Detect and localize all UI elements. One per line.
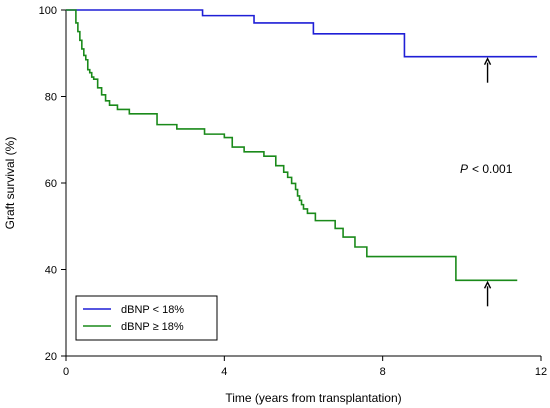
- y-tick-label: 100: [39, 5, 57, 17]
- legend-box: [75, 295, 218, 341]
- series-layer: [66, 9, 538, 282]
- series-line-1: [66, 9, 518, 282]
- legend: dBNP < 18% dBNP ≥ 18%: [75, 295, 218, 341]
- axes: 0 4 8 12 20 40 60 80 100: [39, 5, 547, 378]
- censor-arrow-head: [483, 280, 492, 289]
- y-ticks: 20 40 60 80 100: [39, 5, 66, 363]
- y-tick-label: 20: [45, 351, 57, 363]
- x-axis-label: Time (years from transplantation): [225, 391, 401, 405]
- y-tick-label: 60: [45, 178, 57, 190]
- x-ticks: 0 4 8 12: [63, 356, 547, 378]
- censor-arrow-head: [483, 57, 492, 66]
- y-tick-label: 40: [45, 265, 57, 277]
- x-tick-label: 12: [535, 366, 547, 378]
- legend-label-dbnp-high: dBNP ≥ 18%: [121, 321, 184, 333]
- y-tick-label: 80: [45, 92, 57, 104]
- y-axis-label: Graft survival (%): [3, 137, 17, 230]
- x-tick-label: 4: [221, 366, 227, 378]
- x-tick-label: 8: [380, 366, 386, 378]
- legend-label-dbnp-low: dBNP < 18%: [121, 304, 184, 316]
- x-tick-label: 0: [63, 366, 69, 378]
- series-line-0: [66, 9, 538, 58]
- p-value-annotation: P < 0.001: [460, 162, 513, 176]
- arrow-layer: [483, 57, 492, 307]
- p-value-symbol: P: [460, 162, 468, 176]
- p-value-text: < 0.001: [472, 162, 513, 176]
